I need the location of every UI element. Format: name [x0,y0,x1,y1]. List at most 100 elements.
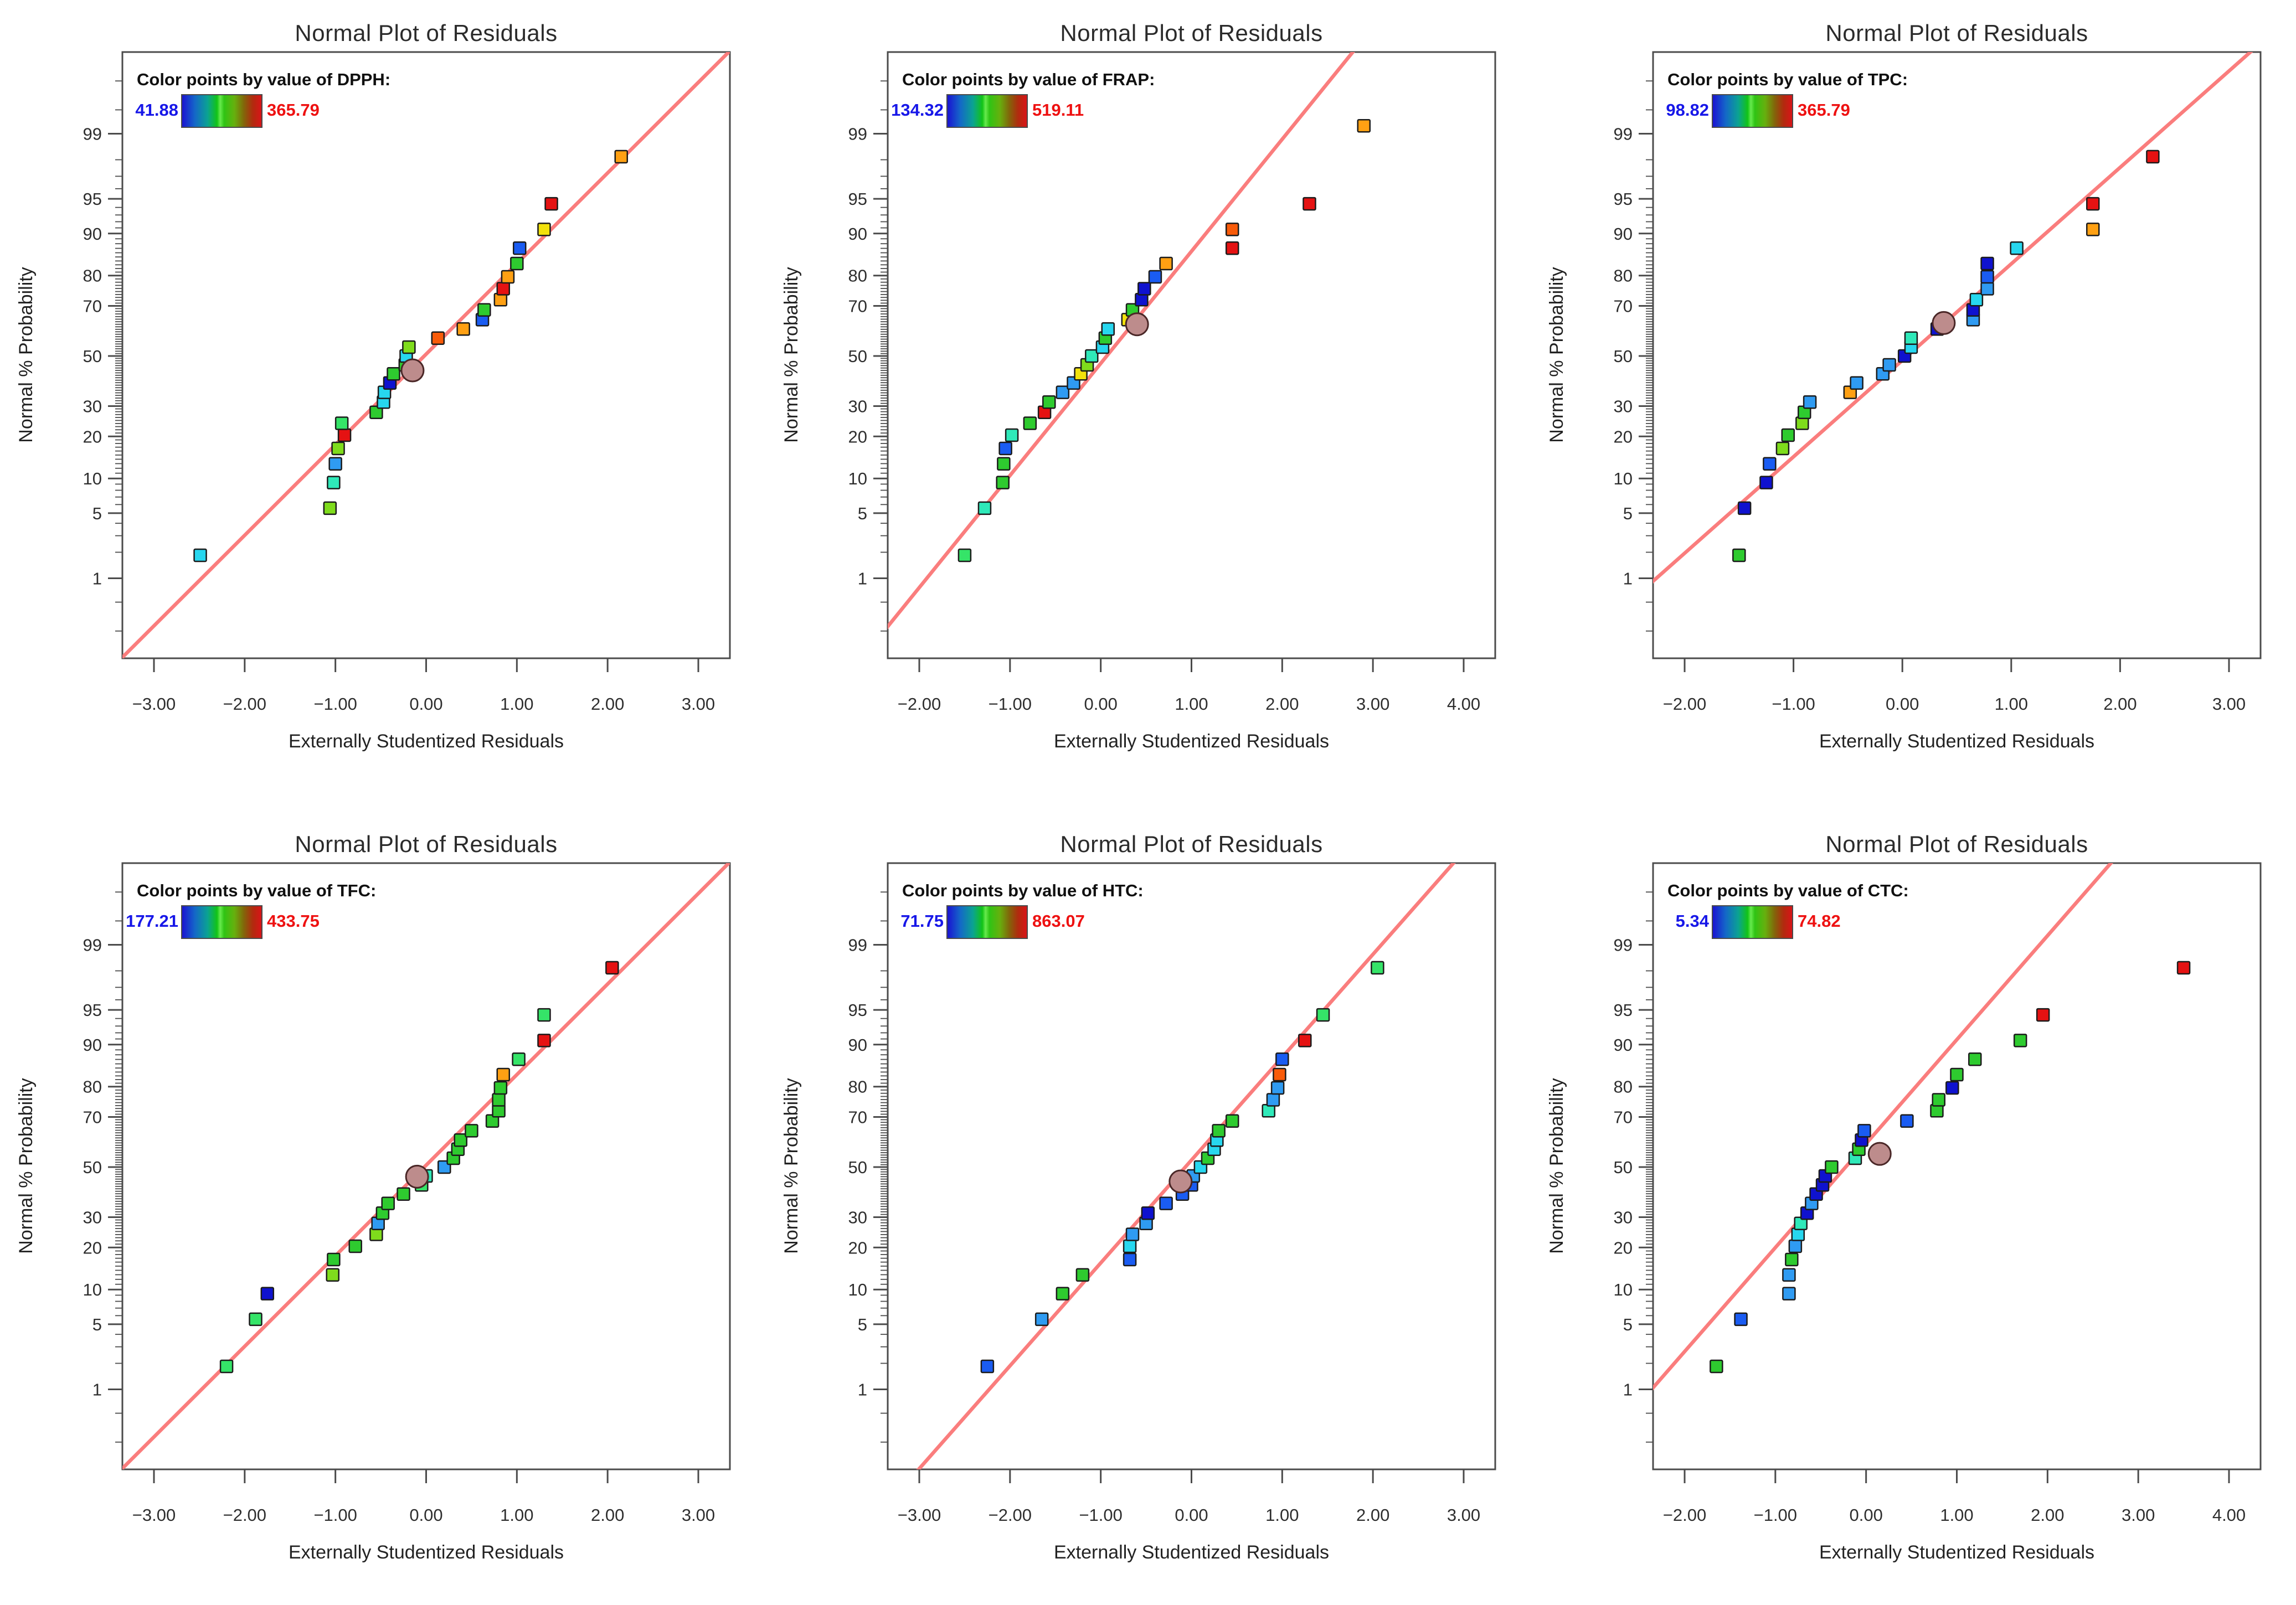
x-tick-label: −1.00 [1079,1505,1122,1525]
data-point [614,149,628,164]
plot-inner: Normal Plot of Residuals Color points by… [1531,811,2296,1588]
plot-canvas-htc: 1 5 10 20 30 50 70 80 90 95 99 −3.00 −2.00 −1.00 0.00 1… [848,862,1496,1525]
data-point [1932,1093,1945,1107]
data-point [331,441,345,456]
x-tick-label: 2.00 [591,694,624,714]
plot-frame [1652,862,2262,1470]
plot-title: Normal Plot of Residuals [295,831,558,857]
data-point [1042,395,1056,409]
data-point [537,223,551,236]
overlap-center-marker [1867,1142,1892,1166]
x-tick-label: −1.00 [313,694,357,714]
data-point [496,1067,511,1082]
data-point [1123,1239,1137,1253]
data-point [1980,282,1994,296]
data-point [1825,1160,1839,1174]
x-tick-label: −1.00 [1772,694,1815,714]
plot-htc: Normal Plot of Residuals Color points by… [765,794,1531,1588]
x-tick-label: −2.00 [1663,1505,1706,1525]
y-tick-label: 20 [1614,1238,1633,1257]
x-axis-label: Externally Studentized Residuals [1053,1542,1330,1563]
y-tick-label: 90 [1614,224,1633,244]
x-tick-label: 0.00 [409,694,442,714]
y-tick-label: 90 [1614,1035,1633,1055]
data-point [1075,1268,1090,1282]
data-point [454,1133,468,1147]
data-point [1056,1287,1070,1300]
plot-title: Normal Plot of Residuals [295,20,558,46]
data-point [1945,1081,1959,1095]
data-point [1212,1124,1226,1138]
overlap-center-marker [1932,311,1956,335]
y-tick-label: 5 [1623,504,1633,523]
y-tick-label: 20 [83,1238,102,1257]
x-tick-label: 2.00 [2103,694,2137,714]
y-tick-label: 20 [1614,427,1633,446]
y-axis-label: Normal % Probability [16,1078,37,1254]
data-point [2010,241,2024,255]
data-point [1266,1093,1280,1107]
x-axis-label: Externally Studentized Residuals [288,1542,564,1563]
x-tick-label: 2.00 [591,1505,624,1525]
x-axis-label: Externally Studentized Residuals [288,731,564,752]
data-point [2013,1034,2027,1047]
data-point [1137,282,1151,296]
legend-max-value: 365.79 [267,100,320,120]
x-tick-label: 1.00 [500,694,533,714]
data-point [1950,1067,1964,1082]
overlap-center-marker [1125,312,1149,337]
y-tick-label: 99 [83,124,102,143]
data-point [1782,1287,1796,1300]
data-point [1225,241,1239,255]
y-tick-label: 30 [83,1208,102,1227]
plot-frame [1652,51,2262,659]
y-tick-label: 70 [1614,296,1633,316]
x-tick-label: −1.00 [313,1505,357,1525]
legend-min-value: 177.21 [126,911,178,931]
data-point [219,1359,234,1374]
data-point [957,548,972,562]
legend-label: Color points by value of DPPH: [137,70,391,89]
y-tick-label: 30 [1614,397,1633,416]
y-tick-label: 10 [848,469,867,488]
data-point [1005,428,1019,442]
data-point [334,416,349,430]
y-tick-label: 5 [1623,1315,1633,1334]
y-tick-label: 80 [1614,266,1633,286]
x-tick-label: 2.00 [2031,1505,2064,1525]
x-tick-label: 1.00 [1995,694,2028,714]
y-tick-label: 50 [83,1158,102,1177]
data-point [544,197,558,211]
data-point [1159,1196,1173,1210]
y-tick-label: 80 [848,266,867,286]
legend-max-value: 74.82 [1798,911,1841,931]
y-tick-label: 50 [1614,1158,1633,1177]
data-point [997,457,1011,471]
y-axis-label: Normal % Probability [781,267,802,443]
y-axis-label: Normal % Probability [781,1078,802,1254]
plot-title: Normal Plot of Residuals [1060,831,1323,857]
y-tick-label: 90 [848,1035,867,1055]
x-tick-label: 3.00 [682,694,715,714]
y-tick-label: 1 [92,1380,102,1400]
x-tick-label: 0.00 [1084,694,1117,714]
plot-frame [887,862,1496,1470]
x-tick-label: −2.00 [989,1505,1032,1525]
x-tick-label: 1.00 [1265,1505,1299,1525]
x-tick-label: −3.00 [132,694,176,714]
plot-canvas-dpph: 1 5 10 20 30 50 70 80 90 95 99 −3.00 −2.00 −1.00 0.00 1… [83,51,731,714]
legend-label: Color points by value of FRAP: [902,70,1155,89]
data-point [1882,358,1896,372]
y-tick-label: 50 [1614,347,1633,366]
data-point [1734,1312,1748,1327]
y-axis-label: Normal % Probability [1546,267,1567,443]
x-tick-label: 0.00 [1886,694,1919,714]
y-tick-label: 10 [83,1280,102,1299]
data-point [1850,376,1863,390]
data-point [1775,441,1790,456]
data-point [260,1287,275,1300]
x-tick-label: 3.00 [1447,1505,1480,1525]
plot-frame [887,51,1496,659]
data-point [1141,1206,1155,1220]
data-point [2086,197,2100,211]
